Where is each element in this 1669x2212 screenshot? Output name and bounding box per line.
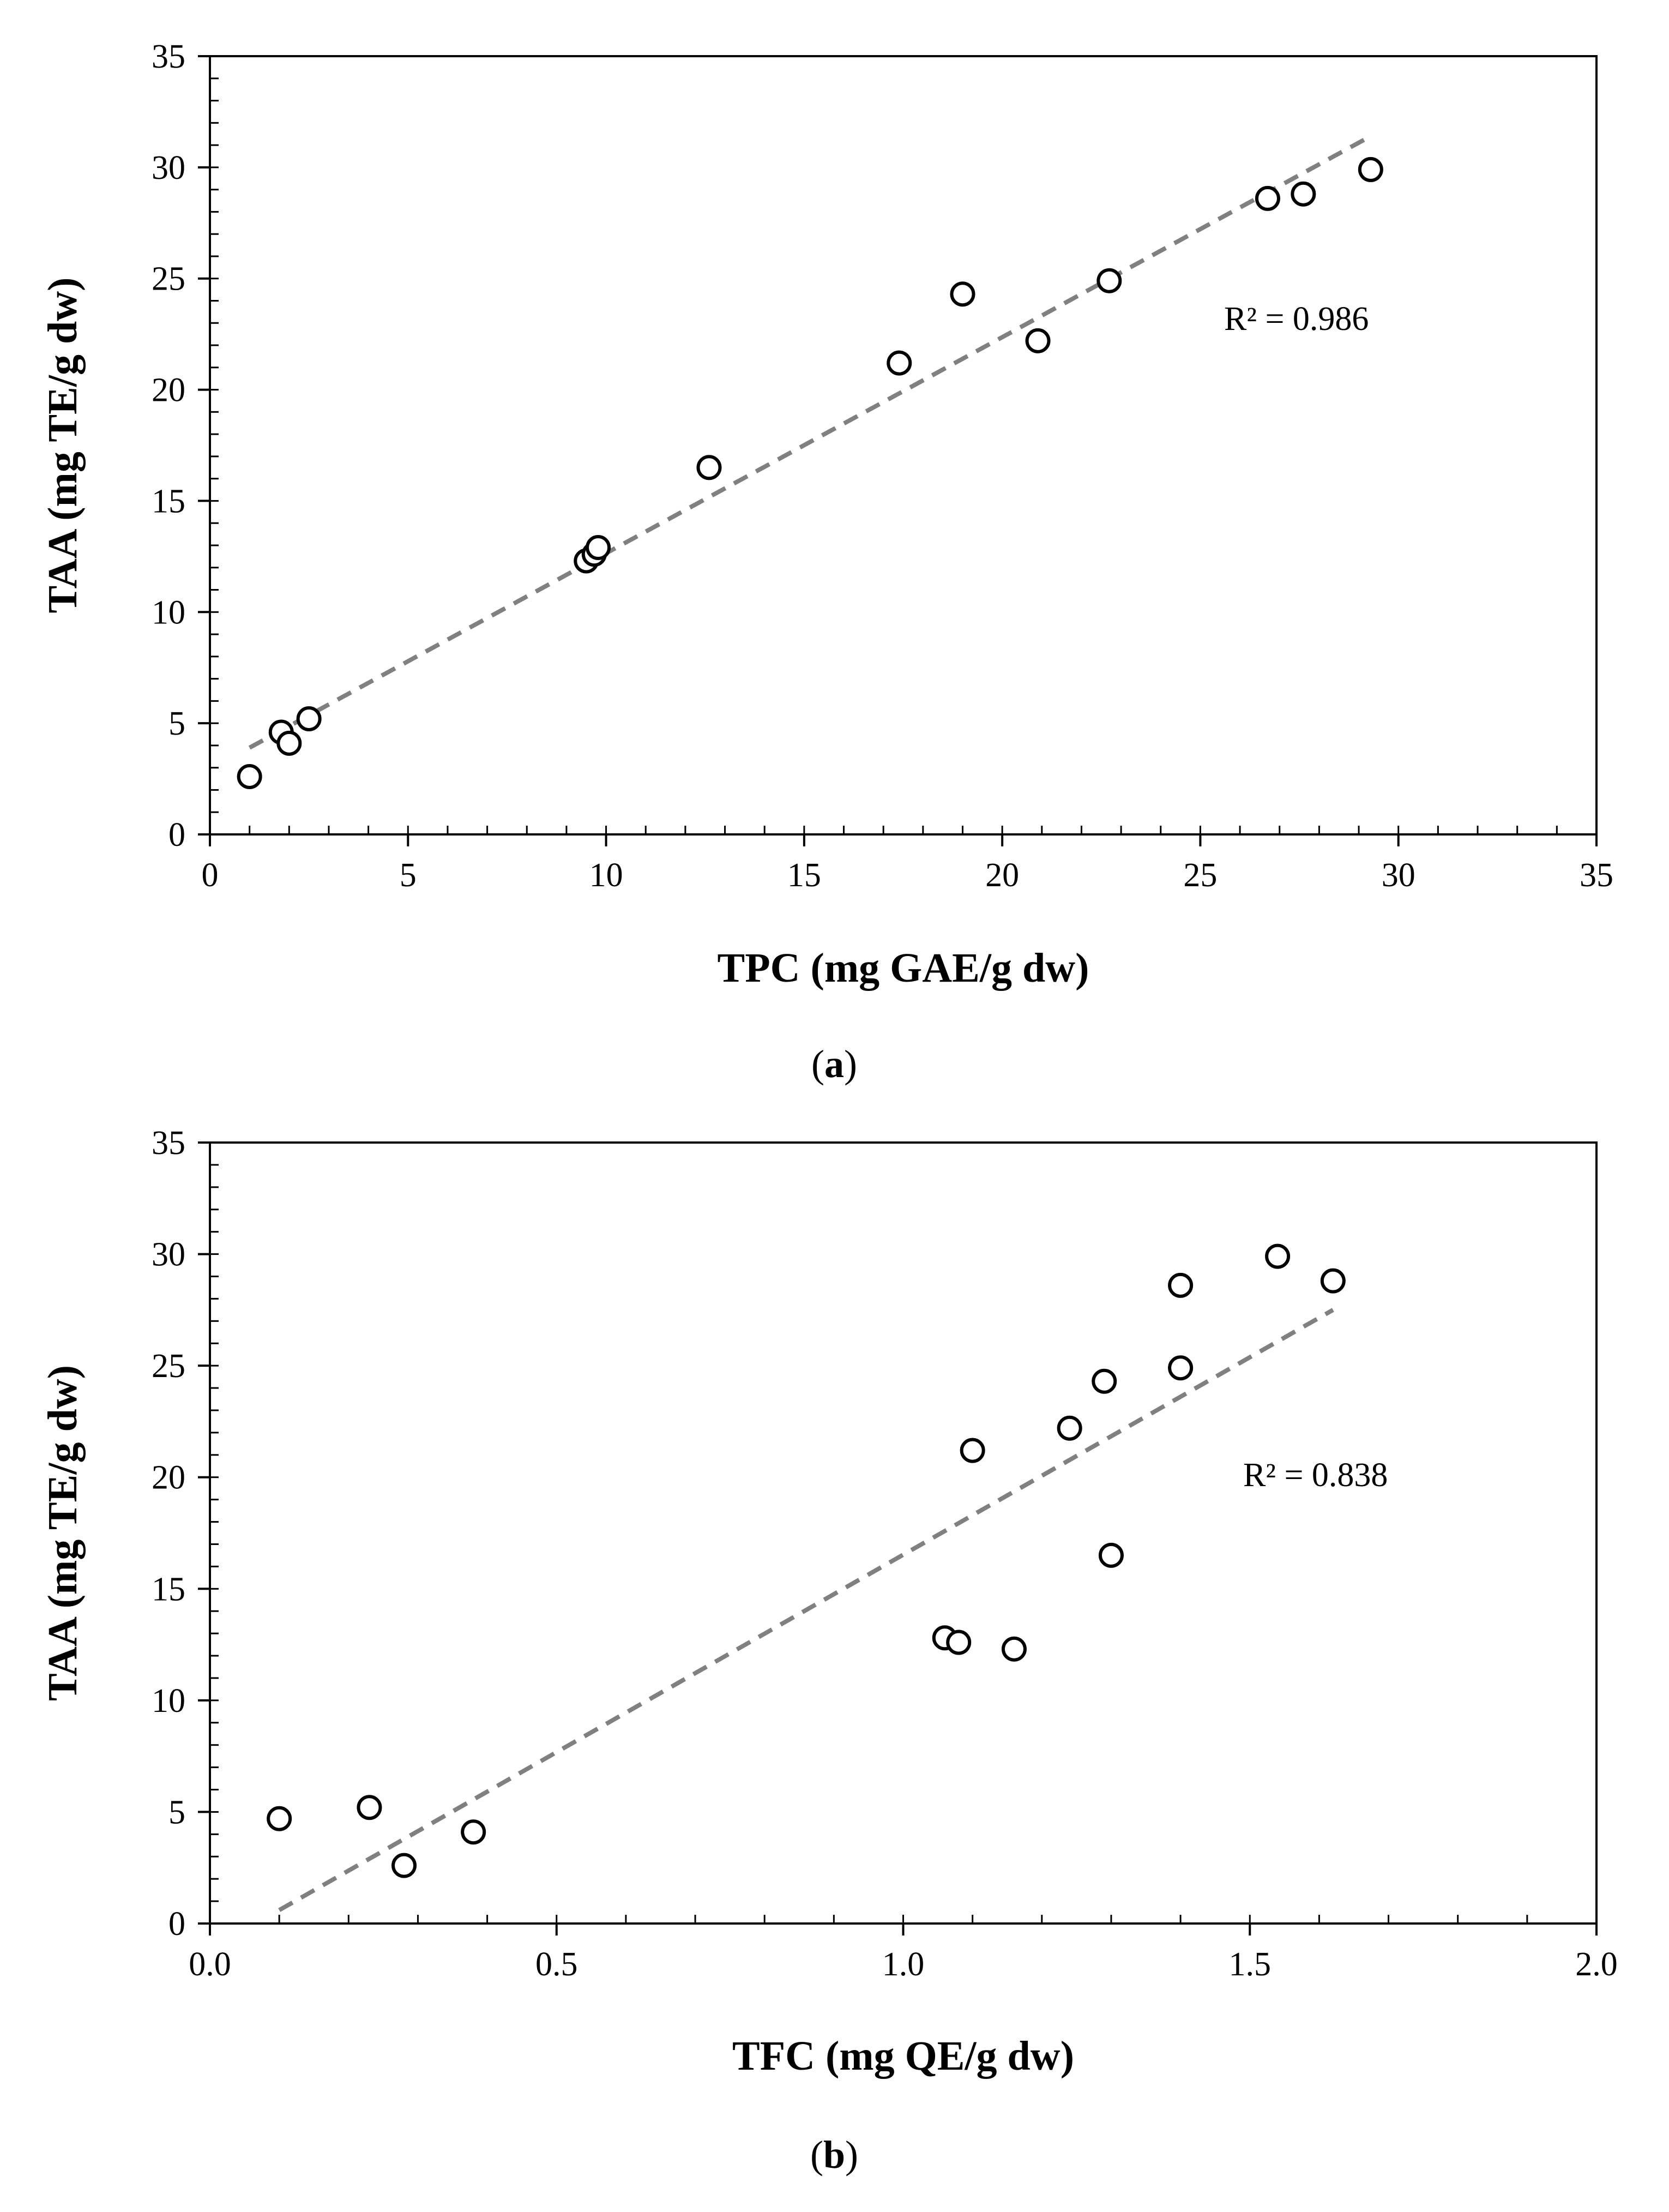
data-point [267,1806,292,1831]
r-squared-annotation: R² = 0.986 [1224,300,1369,338]
caption-letter: b [823,2133,845,2177]
y-tick-label: 0 [168,816,185,853]
r-squared-annotation: R² = 0.838 [1243,1457,1388,1494]
data-point [1092,1368,1117,1394]
y-tick-label: 5 [168,1794,185,1831]
x-axis-title: TPC (mg GAE/g dw) [718,945,1089,991]
y-tick-label: 15 [152,483,185,520]
data-point [1057,1415,1082,1441]
plot-frame [209,1141,1598,1925]
data-point [1096,268,1122,293]
y-tick-label: 25 [152,261,185,298]
caption-close-paren: ) [844,1042,857,1086]
x-tick-label: 0.0 [189,1946,231,1983]
x-tick-label: 0 [202,857,219,894]
data-point [357,1795,382,1820]
x-axis-title: TFC (mg QE/g dw) [732,2033,1074,2079]
y-tick-label: 35 [152,1125,185,1162]
x-tick-label: 2.0 [1575,1946,1618,1983]
data-point [1320,1268,1346,1294]
data-point [461,1819,486,1845]
caption-letter: a [824,1042,844,1086]
y-axis-title: TAA (mg TE/g dw) [40,278,86,614]
y-tick-label: 0 [168,1906,185,1943]
chart-b: 0.0 0.5 1.0 1.5 2.0 0 5 10 15 20 25 30 35 R² = 0.838 T… [40,1125,1618,2177]
data-point [696,455,722,480]
panel-caption: (a) [811,1042,857,1086]
x-tick-label: 20 [985,857,1019,894]
x-tick-label: 1.0 [882,1946,925,1983]
data-point [960,1438,985,1463]
data-point [946,1630,972,1655]
data-point [296,706,322,731]
data-point [1168,1355,1194,1381]
y-tick-label: 10 [152,1682,185,1720]
y-tick-label: 15 [152,1571,185,1608]
data-point [586,535,611,561]
x-tick-label: 15 [787,857,821,894]
x-tick-label: 1.5 [1229,1946,1272,1983]
y-tick-label: 30 [152,1236,185,1273]
data-point [1168,1272,1194,1298]
data-point [1098,1542,1124,1568]
x-tick-label: 25 [1183,857,1217,894]
caption-close-paren: ) [845,2133,858,2177]
x-tick-label: 10 [589,857,623,894]
data-point [237,764,262,789]
plot-frame [209,55,1598,835]
data-point [1025,328,1051,353]
data-point [1358,157,1383,182]
y-tick-label: 30 [152,149,185,187]
panel-caption: (b) [810,2133,858,2177]
y-tick-label: 20 [152,1459,185,1496]
x-tick-label: 30 [1382,857,1415,894]
x-tick-label: 5 [400,857,417,894]
data-point [950,281,975,307]
data-point [1001,1636,1027,1662]
y-tick-label: 10 [152,594,185,631]
data-point [276,730,302,756]
caption-open-paren: ( [811,1042,824,1086]
y-axis-title: TAA (mg TE/g dw) [40,1365,86,1701]
data-point [1291,181,1316,207]
data-point [887,350,912,376]
y-tick-label: 35 [152,38,185,75]
y-tick-label: 25 [152,1348,185,1385]
x-tick-label: 35 [1580,857,1613,894]
data-point [391,1853,417,1878]
x-tick-label: 0.5 [535,1946,578,1983]
y-tick-label: 20 [152,372,185,409]
trendline [248,134,1372,750]
caption-open-paren: ( [810,2133,823,2177]
data-point [1265,1243,1291,1269]
trendline [278,1308,1334,1912]
chart-a: 0 5 10 15 20 25 30 35 0 5 10 15 20 25 30 35 R² = 0.986 TP… [40,38,1613,1086]
data-point [1255,185,1280,211]
y-tick-label: 5 [168,705,185,742]
